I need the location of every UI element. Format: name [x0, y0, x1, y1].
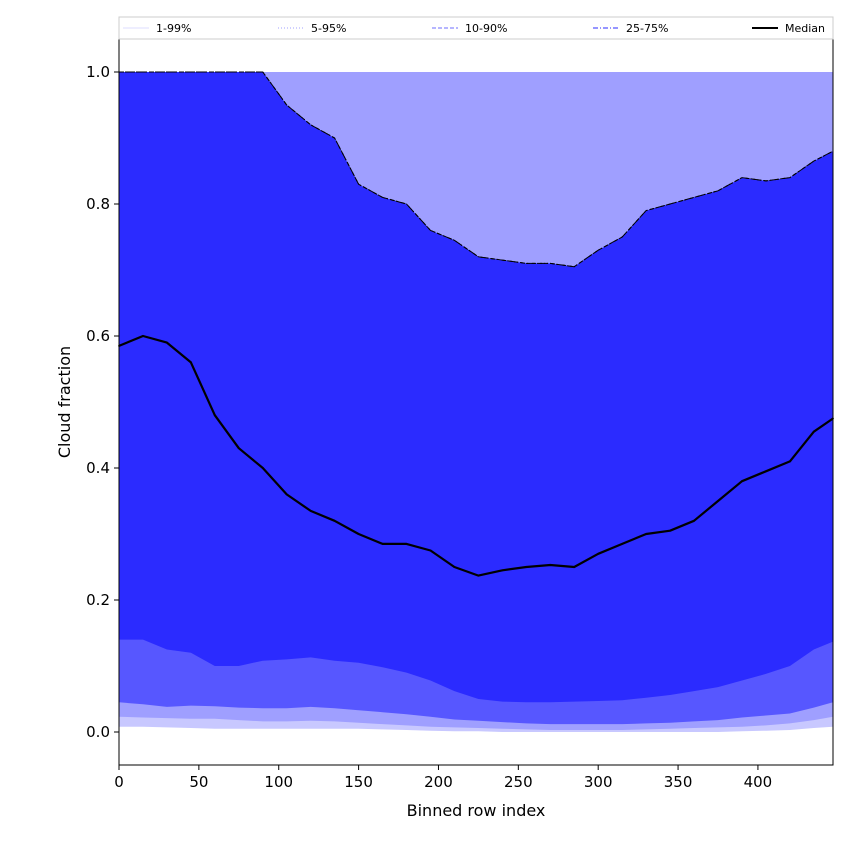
x-tick-label: 400 [744, 773, 773, 791]
x-tick-label: 200 [424, 773, 453, 791]
y-axis: 0.0 0.2 0.4 0.6 0.8 1.0 [86, 63, 119, 741]
x-tick-label: 300 [584, 773, 613, 791]
legend-box [118, 16, 834, 40]
median-point [237, 447, 240, 450]
median-point [741, 480, 743, 483]
median-point [597, 552, 600, 555]
band-25-75- [119, 72, 833, 703]
x-tick-label: 250 [504, 773, 533, 791]
y-tick-label: 1.0 [86, 63, 110, 81]
x-tick-label: 150 [344, 773, 373, 791]
y-tick-label: 0.0 [86, 723, 110, 741]
median-point [333, 519, 336, 522]
median-point [429, 549, 432, 552]
median-point [309, 510, 312, 512]
median-point [812, 430, 815, 433]
x-tick-label: 0 [114, 773, 124, 791]
median-point [190, 361, 192, 364]
median-point [261, 467, 264, 469]
y-tick-label: 0.4 [86, 459, 110, 477]
median-point [645, 533, 647, 535]
y-tick-label: 0.6 [86, 327, 110, 345]
legend-label: 10-90% [465, 22, 507, 35]
median-point [381, 543, 384, 545]
median-point [405, 543, 408, 545]
band-edge-25-75- [119, 71, 834, 268]
y-tick-label: 0.2 [86, 591, 110, 609]
x-tick-label: 100 [264, 773, 293, 791]
legend-label: 5-95% [311, 22, 346, 35]
median-point [573, 566, 576, 568]
y-axis-title: Cloud fraction [55, 346, 74, 458]
legend: 1-99% 5-95% 10-90% 25-75% Median [118, 16, 834, 40]
x-axis: 0 50 100 150 200 250 300 350 400 [114, 765, 772, 791]
median-point [669, 529, 671, 532]
median-point [453, 566, 456, 568]
median-point [285, 493, 288, 496]
x-axis-title: Binned row index [407, 801, 546, 820]
median-point [477, 574, 480, 577]
legend-label: 1-99% [156, 22, 191, 35]
median-point [213, 414, 216, 417]
legend-label: Median [785, 22, 825, 35]
bands-layer [119, 72, 833, 732]
median-point [525, 566, 528, 568]
median-point [357, 533, 360, 535]
median-point [717, 500, 719, 502]
y-tick-label: 0.8 [86, 195, 110, 213]
x-tick-label: 350 [664, 773, 693, 791]
median-point [142, 335, 144, 337]
median-point [765, 470, 767, 473]
legend-label: 25-75% [626, 22, 668, 35]
median-point [166, 341, 168, 344]
median-point [501, 569, 504, 572]
x-tick-label: 50 [189, 773, 208, 791]
median-point [789, 460, 791, 463]
median-point [621, 543, 624, 545]
median-point [693, 519, 695, 522]
median-point [549, 564, 552, 566]
